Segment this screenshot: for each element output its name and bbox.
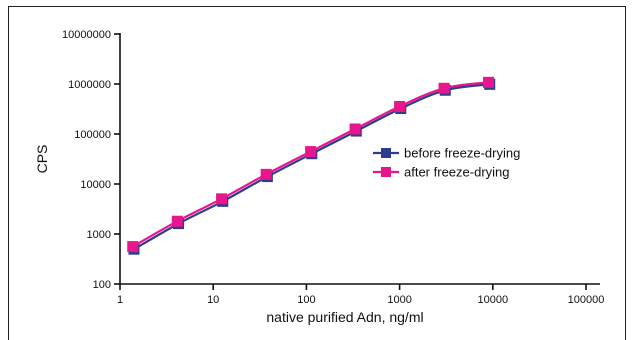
- legend: before freeze-drying after freeze-drying: [373, 146, 520, 180]
- data-point: [171, 215, 183, 227]
- y-axis-ticks: 100 1000 10000 100000 1000000 10000000: [62, 29, 120, 291]
- x-tick-label: 1000: [387, 294, 411, 306]
- y-tick-label: 1000000: [68, 79, 111, 91]
- data-point: [483, 76, 495, 88]
- x-axis-ticks: 1 10 100 1000 10000 100000: [117, 284, 604, 306]
- x-tick-label: 100: [297, 294, 315, 306]
- chart-frame: [8, 6, 626, 340]
- y-tick-label: 10000: [80, 179, 111, 191]
- series-after-freeze-drying: [127, 76, 495, 253]
- y-axis-label: CPS: [34, 145, 50, 174]
- series-layer: [127, 76, 496, 255]
- y-tick-label: 1000: [87, 229, 111, 241]
- data-point: [260, 168, 272, 180]
- x-tick-label: 10: [207, 294, 219, 306]
- x-tick-label: 10000: [478, 294, 509, 306]
- x-tick-label: 1: [117, 294, 123, 306]
- data-point: [127, 241, 139, 253]
- x-tick-label: 100000: [568, 294, 605, 306]
- y-tick-label: 100000: [74, 129, 111, 141]
- x-axis-label: native purified Adn, ng/ml: [266, 309, 423, 325]
- data-point: [438, 82, 450, 94]
- y-tick-label: 10000000: [62, 29, 111, 41]
- data-point: [305, 146, 317, 158]
- data-point: [216, 193, 228, 205]
- legend-marker: [381, 167, 391, 177]
- y-tick-label: 100: [93, 279, 111, 291]
- data-point: [349, 123, 361, 135]
- legend-marker: [381, 148, 391, 158]
- data-point: [394, 100, 406, 112]
- legend-label: before freeze-drying: [404, 146, 520, 161]
- legend-label: after freeze-drying: [404, 165, 510, 180]
